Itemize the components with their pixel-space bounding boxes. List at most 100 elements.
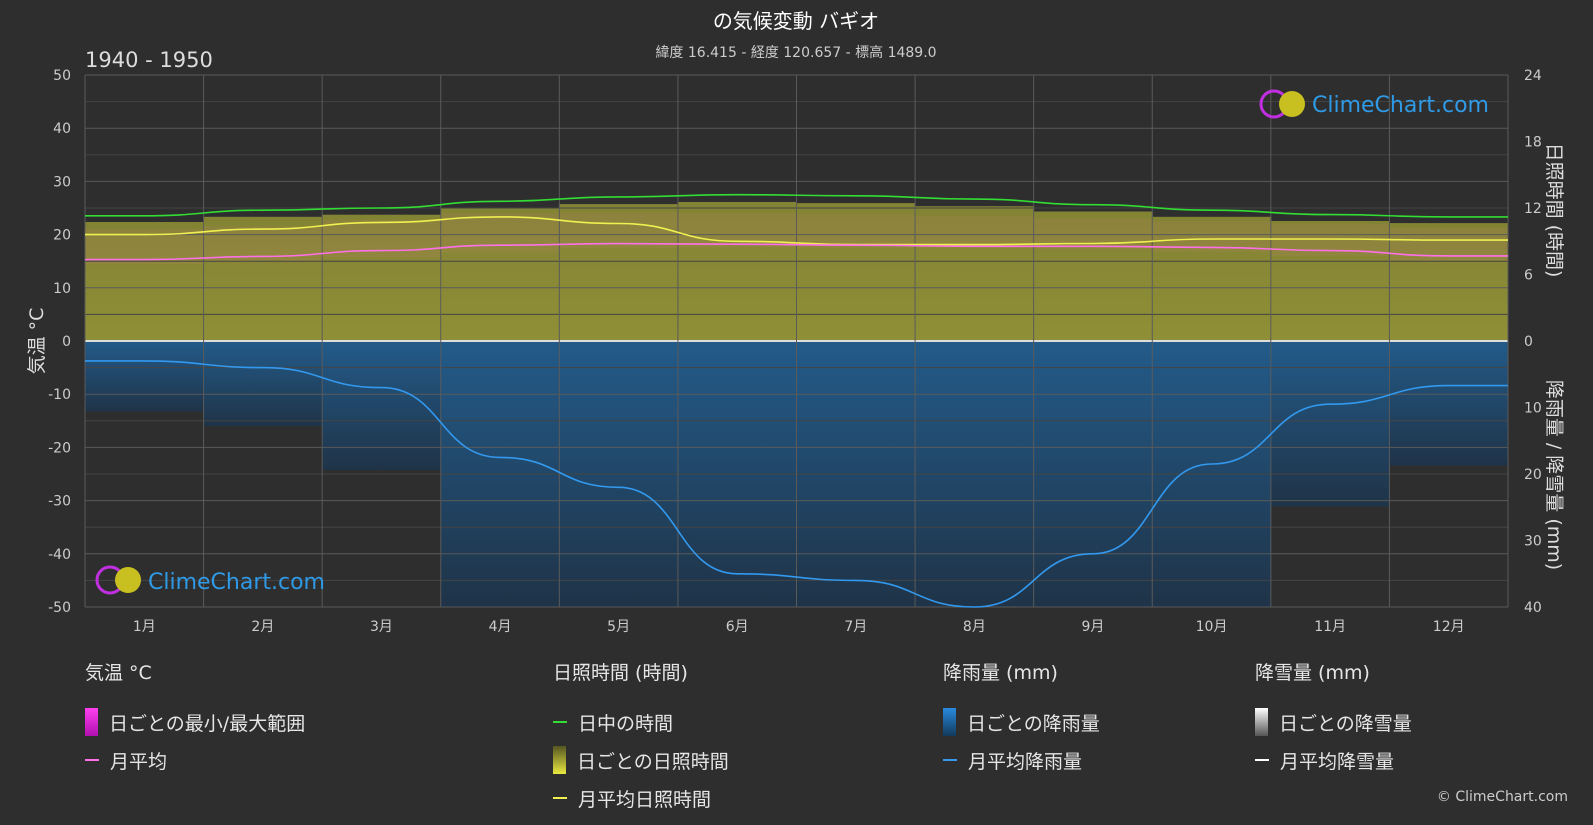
snow-avg-swatch <box>1255 759 1269 761</box>
daylight-line <box>85 193 1508 218</box>
period-label: 1940 - 1950 <box>85 48 213 72</box>
series-lines <box>85 193 1508 608</box>
month-tick-label: 7月 <box>844 619 867 635</box>
month-tick-label: 11月 <box>1314 619 1346 635</box>
left-axis-label: 気温 °C <box>26 308 48 375</box>
month-tick-label: 12月 <box>1433 619 1465 635</box>
sunshine-daily-bar <box>85 222 205 341</box>
left-tick-label: 50 <box>53 68 71 84</box>
right-top-tick-label: 6 <box>1524 268 1533 284</box>
legend-snow: 降雪量 (mm) 日ごとの降雪量 月平均降雪量 <box>1255 658 1412 779</box>
plot-area <box>84 74 1509 608</box>
legend-rain-avg-label: 月平均降雨量 <box>968 750 1083 773</box>
left-tick-label: 40 <box>53 121 71 137</box>
left-tick-label: -40 <box>48 547 71 563</box>
legend-sun-daily: 日ごとの日照時間 <box>553 741 729 779</box>
rain-daily-bar <box>1270 341 1390 507</box>
legend-snow-title: 降雪量 (mm) <box>1255 662 1370 684</box>
left-tick-label: 30 <box>53 174 71 190</box>
snow-swatch <box>1255 708 1268 736</box>
right-top-tick-label: 18 <box>1524 135 1542 151</box>
sunshine-avg-line <box>85 216 1508 246</box>
sunshine-daily-bar <box>559 204 679 341</box>
legend-sun-title: 日照時間 (時間) <box>553 662 688 684</box>
right-bottom-tick-label: 10 <box>1524 401 1542 417</box>
logo-sun-icon <box>1279 91 1305 117</box>
legend-rain-daily: 日ごとの降雨量 <box>943 703 1100 741</box>
sunshine-daily-bar <box>322 214 442 341</box>
rain-swatch <box>943 708 956 736</box>
legend-snow-daily: 日ごとの降雪量 <box>1255 703 1412 741</box>
daylight-swatch <box>553 721 567 723</box>
legend-temp-avg: 月平均 <box>85 741 305 779</box>
logo-bottom-left: ClimeChart.com <box>95 565 325 595</box>
left-tick-label: -20 <box>48 440 71 456</box>
right-bottom-tick-label: 20 <box>1524 467 1542 483</box>
sunshine-daily-bar <box>1033 211 1153 341</box>
chart-title: の気候変動 バギオ <box>713 9 879 33</box>
chart-subtitle: 緯度 16.415 - 経度 120.657 - 標高 1489.0 <box>655 44 936 61</box>
legend-daylight-label: 日中の時間 <box>578 712 674 735</box>
month-tick-label: 6月 <box>726 619 749 635</box>
legend-sun-daily-label: 日ごとの日照時間 <box>577 750 729 773</box>
right-bottom-tick-label: 40 <box>1524 600 1542 616</box>
rain-avg-swatch <box>943 759 957 761</box>
logo-text: ClimeChart.com <box>148 570 325 595</box>
left-tick-label: -50 <box>48 600 71 616</box>
month-tick-label: 9月 <box>1081 619 1104 635</box>
left-axis-ticks: 50 40 30 20 10 0 -10 -20 -30 -40 -50 <box>48 68 71 616</box>
month-tick-label: 3月 <box>370 619 393 635</box>
month-axis-ticks: 1月 2月 3月 4月 5月 6月 7月 8月 9月 10月 11月 12月 <box>133 619 1465 635</box>
copyright: © ClimeChart.com <box>1436 789 1568 805</box>
logo-top-right: ClimeChart.com <box>1259 89 1489 119</box>
month-tick-label: 4月 <box>489 619 512 635</box>
right-bottom-tick-label: 30 <box>1524 534 1542 550</box>
rain-avg-line <box>85 360 1508 608</box>
sun-avg-swatch <box>553 797 567 799</box>
right-axis-ticks: 24 18 12 6 0 10 20 30 40 <box>1524 68 1542 616</box>
right-top-axis-label: 日照時間 (時間) <box>1543 143 1565 278</box>
right-top-tick-label: 24 <box>1524 68 1542 84</box>
legend-snow-daily-label: 日ごとの降雪量 <box>1279 712 1412 735</box>
sunshine-daily-bar <box>915 206 1035 341</box>
legend-rain: 降雨量 (mm) 日ごとの降雨量 月平均降雨量 <box>943 658 1100 779</box>
left-tick-label: -30 <box>48 494 71 510</box>
legend-temperature: 気温 °C 日ごとの最小/最大範囲 月平均 <box>85 658 305 779</box>
right-top-tick-label: 0 <box>1524 334 1533 350</box>
temp-avg-line <box>85 242 1508 261</box>
legend-sunshine: 日照時間 (時間) 日中の時間 日ごとの日照時間 月平均日照時間 <box>553 658 729 817</box>
sunshine-daily-bar <box>677 202 797 341</box>
left-tick-label: 20 <box>53 228 71 244</box>
rain-daily-bar <box>85 341 205 412</box>
temp-avg-swatch <box>85 759 99 761</box>
rain-daily-bar <box>1389 341 1509 466</box>
rain-daily-bar <box>203 341 323 427</box>
sunshine-daily-bar <box>1270 221 1390 341</box>
sunshine-daily-area <box>85 202 1509 341</box>
left-tick-label: -10 <box>48 387 71 403</box>
legend-snow-avg: 月平均降雪量 <box>1255 741 1412 779</box>
sunshine-swatch <box>553 746 566 774</box>
month-tick-label: 2月 <box>251 619 274 635</box>
temp-range-swatch <box>85 708 98 736</box>
legend-rain-avg: 月平均降雨量 <box>943 741 1100 779</box>
logo-sun-icon <box>115 567 141 593</box>
grid-lines <box>84 74 1509 608</box>
legend-rain-daily-label: 日ごとの降雨量 <box>967 712 1100 735</box>
month-tick-label: 5月 <box>607 619 630 635</box>
legend-snow-avg-label: 月平均降雪量 <box>1280 750 1395 773</box>
sunshine-daily-bar <box>1389 223 1509 341</box>
sunshine-daily-bar <box>796 203 916 341</box>
sunshine-daily-bar <box>203 216 323 341</box>
legend-rain-title: 降雨量 (mm) <box>943 662 1058 684</box>
legend-temp-range: 日ごとの最小/最大範囲 <box>85 703 305 741</box>
right-top-tick-label: 12 <box>1524 201 1542 217</box>
month-tick-label: 1月 <box>133 619 156 635</box>
left-tick-label: 10 <box>53 281 71 297</box>
legend-temp-title: 気温 °C <box>85 662 152 684</box>
sunshine-daily-bar <box>1152 216 1272 341</box>
rain-daily-bar <box>322 341 442 470</box>
legend-daylight: 日中の時間 <box>553 703 729 741</box>
sunshine-daily-bar <box>440 208 560 341</box>
